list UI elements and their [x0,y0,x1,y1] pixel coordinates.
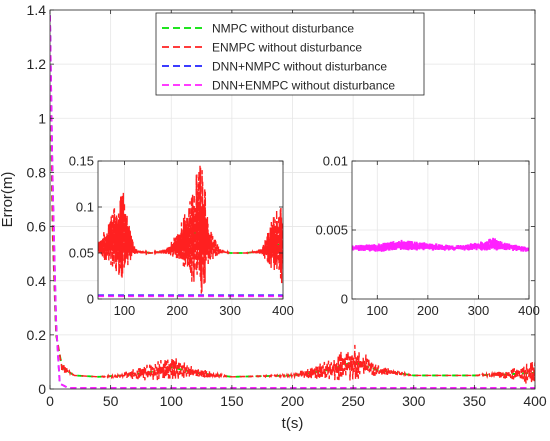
main-y-tick-label: 0.4 [27,273,47,289]
inset2-x-tick-label: 200 [417,303,439,318]
x-axis-label: t(s) [282,415,304,432]
legend: NMPC without disturbance ENMPC without di… [155,12,425,96]
inset1-frame [97,160,284,300]
main-y-tick-label: 0.6 [27,219,47,235]
inset1-y-tick-label: 0.15 [69,154,94,169]
y-axis-label: Error(m) [0,172,16,228]
main-x-tick-label: 200 [281,393,305,409]
inset1-y-tick-label: 0.05 [69,246,94,261]
main-x-tick-label: 350 [463,393,487,409]
inset1-y-tick-label: 0.1 [76,200,94,215]
main-x-tick-label: 250 [341,393,365,409]
inset1-y-tick-label: 0 [87,292,94,307]
inset2-y-tick-label: 0.005 [315,223,348,238]
inset1-series-line-2 [98,165,283,294]
main-y-tick-label: 0.8 [27,164,47,180]
main-y-tick-label: 1.4 [27,2,47,18]
main-y-tick-label: 0 [38,381,46,397]
inset2-y-tick-label: 0 [341,292,348,307]
inset1-x-tick-label: 300 [219,303,241,318]
inset2-y-tick-label: 0.01 [323,154,348,169]
inset1-x-tick-label: 100 [114,303,136,318]
legend-label-3: DNN+NMPC without disturbance [212,60,387,74]
legend-box [155,12,425,96]
inset2-x-tick-label: 100 [366,303,388,318]
inset1-series-layer [98,165,283,298]
legend-label-2: ENMPC without disturbance [212,41,362,55]
main-series-line-2 [50,15,535,384]
main-x-tick-label: 400 [523,393,547,409]
main-x-tick-label: 150 [220,393,244,409]
inset1-x-tick-label: 200 [166,303,188,318]
main-x-tick-label: 300 [402,393,426,409]
main-y-tick-label: 0.2 [27,327,47,343]
main-y-tick-label: 1.2 [27,56,47,72]
inset2-x-tick-label: 400 [518,303,540,318]
main-x-tick-label: 100 [160,393,184,409]
inset2-x-tick-label: 300 [468,303,490,318]
main-y-tick-label: 1 [38,110,46,126]
main-x-tick-label: 50 [103,393,119,409]
inset2-series-layer [352,237,529,252]
inset2-series-line-4 [352,237,529,252]
legend-label-4: DNN+ENMPC without disturbance [212,79,395,93]
inset1-x-tick-label: 400 [272,303,294,318]
legend-label-1: NMPC without disturbance [212,22,354,36]
main-x-tick-label: 0 [46,393,54,409]
